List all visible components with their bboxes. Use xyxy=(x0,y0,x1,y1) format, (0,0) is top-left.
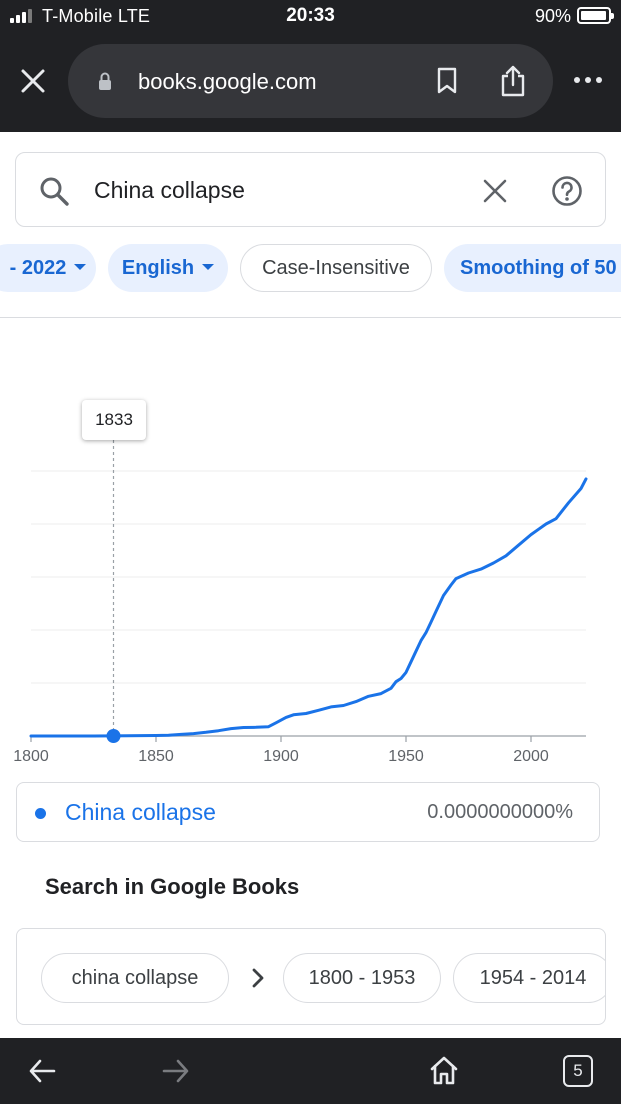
smoothing-chip[interactable]: Smoothing of 50 xyxy=(444,244,621,292)
chart-svg[interactable]: 1800 1850 1900 1950 2000 xyxy=(0,318,621,778)
clear-icon[interactable] xyxy=(482,178,508,204)
bottom-toolbar xyxy=(0,1038,621,1104)
x-tick-label: 1850 xyxy=(138,748,174,765)
home-icon[interactable] xyxy=(428,1054,460,1091)
url-text[interactable]: books.google.com xyxy=(138,69,317,94)
bookmark-icon[interactable] xyxy=(435,67,459,95)
legend-row[interactable]: China collapse 0.0000000000% xyxy=(16,782,600,842)
more-icon[interactable] xyxy=(573,72,603,88)
forward-arrow-icon[interactable] xyxy=(162,1058,190,1089)
language-chip[interactable]: English xyxy=(108,244,228,292)
x-tick-label: 1900 xyxy=(263,748,299,765)
x-tick-label: 2000 xyxy=(513,748,549,765)
case-label: Case-Insensitive xyxy=(262,257,410,279)
search-box[interactable] xyxy=(15,152,606,227)
search-icon[interactable] xyxy=(38,175,70,207)
chevron-down-icon xyxy=(74,263,87,270)
series-name[interactable]: China collapse xyxy=(65,799,216,825)
carrier-label: T-Mobile LTE xyxy=(42,6,151,26)
books-section-title: Search in Google Books xyxy=(45,874,300,899)
chevron-down-icon xyxy=(202,263,215,270)
series-value: 0.0000000000% xyxy=(427,801,573,823)
language-label: English xyxy=(121,257,195,279)
book-range-chip-2[interactable]: 1954 - 2014 xyxy=(453,953,605,1003)
status-time: 20:33 xyxy=(286,5,335,26)
x-tick-label: 1950 xyxy=(388,748,424,765)
share-icon[interactable] xyxy=(498,64,528,98)
series-line xyxy=(29,477,588,738)
filter-chips: - 2022 English Case-Insensitive Smoothin… xyxy=(0,244,621,294)
book-query-chip[interactable]: china collapse xyxy=(41,953,229,1003)
url-bar[interactable]: books.google.com xyxy=(68,44,553,118)
case-chip[interactable]: Case-Insensitive xyxy=(240,244,432,292)
back-arrow-icon[interactable] xyxy=(28,1058,56,1089)
hover-point xyxy=(106,729,121,743)
tab-count-button[interactable]: 5 xyxy=(563,1055,593,1087)
book-range-chip-1[interactable]: 1800 - 1953 xyxy=(283,953,441,1003)
battery-percent: 90% xyxy=(534,6,571,26)
battery-icon xyxy=(577,7,614,24)
browser-chrome: T-Mobile LTE 20:33 90% books.google.com xyxy=(0,0,621,132)
signal-icon xyxy=(10,9,36,23)
chevron-right-icon xyxy=(250,967,266,989)
status-bar: T-Mobile LTE 20:33 90% xyxy=(0,0,621,34)
search-input[interactable] xyxy=(94,173,474,207)
hover-year-tooltip: 1833 xyxy=(82,400,146,440)
close-icon[interactable] xyxy=(18,66,48,96)
lock-icon xyxy=(98,71,112,91)
smoothing-label: Smoothing of 50 xyxy=(460,257,617,279)
year-range-label: - 2022 xyxy=(9,257,67,279)
divider xyxy=(0,317,621,318)
ngram-chart[interactable]: 1800 1850 1900 1950 2000 xyxy=(0,318,621,778)
x-tick-label: 1800 xyxy=(13,748,49,765)
books-links-card: china collapse 1800 - 1953 1954 - 2014 xyxy=(16,928,606,1025)
help-icon[interactable] xyxy=(551,175,583,207)
year-range-chip[interactable]: - 2022 xyxy=(0,244,96,292)
series-color-dot xyxy=(35,808,46,819)
